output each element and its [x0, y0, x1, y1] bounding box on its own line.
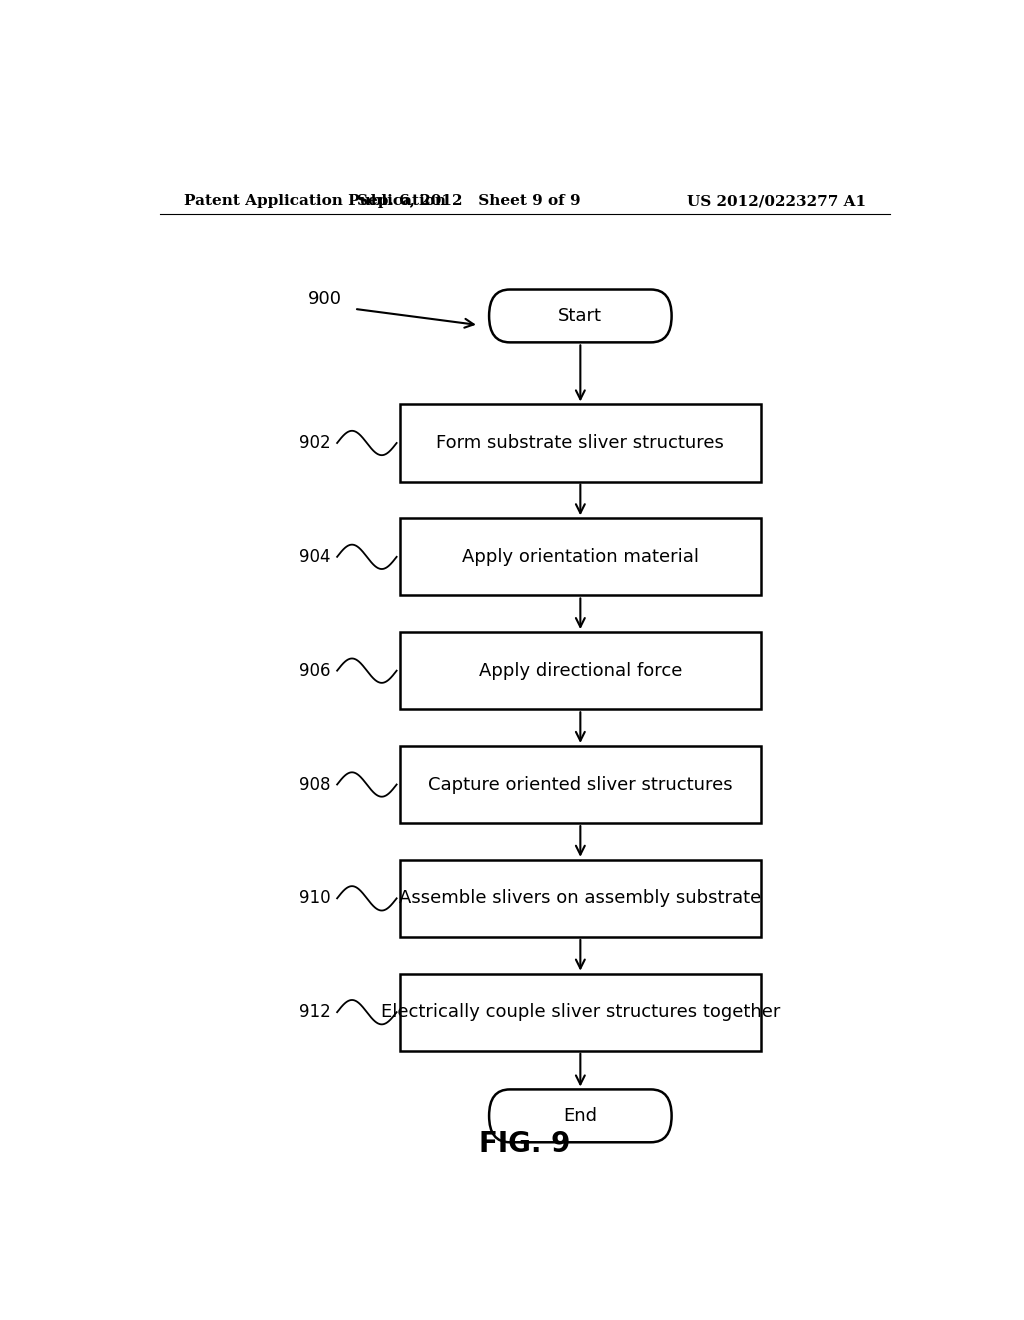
Text: Form substrate sliver structures: Form substrate sliver structures [436, 434, 724, 451]
FancyBboxPatch shape [399, 746, 761, 824]
FancyBboxPatch shape [399, 519, 761, 595]
Text: End: End [563, 1107, 597, 1125]
FancyBboxPatch shape [399, 859, 761, 937]
Text: Capture oriented sliver structures: Capture oriented sliver structures [428, 776, 732, 793]
Text: 902: 902 [299, 434, 331, 451]
Text: 910: 910 [299, 890, 331, 907]
Text: Electrically couple sliver structures together: Electrically couple sliver structures to… [381, 1003, 780, 1022]
Text: US 2012/0223277 A1: US 2012/0223277 A1 [687, 194, 866, 209]
Text: Start: Start [558, 308, 602, 325]
Text: 912: 912 [299, 1003, 331, 1022]
Text: 908: 908 [299, 776, 331, 793]
Text: 906: 906 [299, 661, 331, 680]
Text: Sep. 6, 2012   Sheet 9 of 9: Sep. 6, 2012 Sheet 9 of 9 [357, 194, 581, 209]
Text: Assemble slivers on assembly substrate: Assemble slivers on assembly substrate [399, 890, 762, 907]
Text: FIG. 9: FIG. 9 [479, 1130, 570, 1159]
Text: Patent Application Publication: Patent Application Publication [183, 194, 445, 209]
FancyBboxPatch shape [399, 632, 761, 709]
FancyBboxPatch shape [399, 974, 761, 1051]
FancyBboxPatch shape [489, 289, 672, 342]
Text: Apply orientation material: Apply orientation material [462, 548, 698, 566]
Text: 904: 904 [299, 548, 331, 566]
Text: Apply directional force: Apply directional force [478, 661, 682, 680]
FancyBboxPatch shape [399, 404, 761, 482]
FancyBboxPatch shape [489, 1089, 672, 1142]
Text: 900: 900 [308, 289, 342, 308]
